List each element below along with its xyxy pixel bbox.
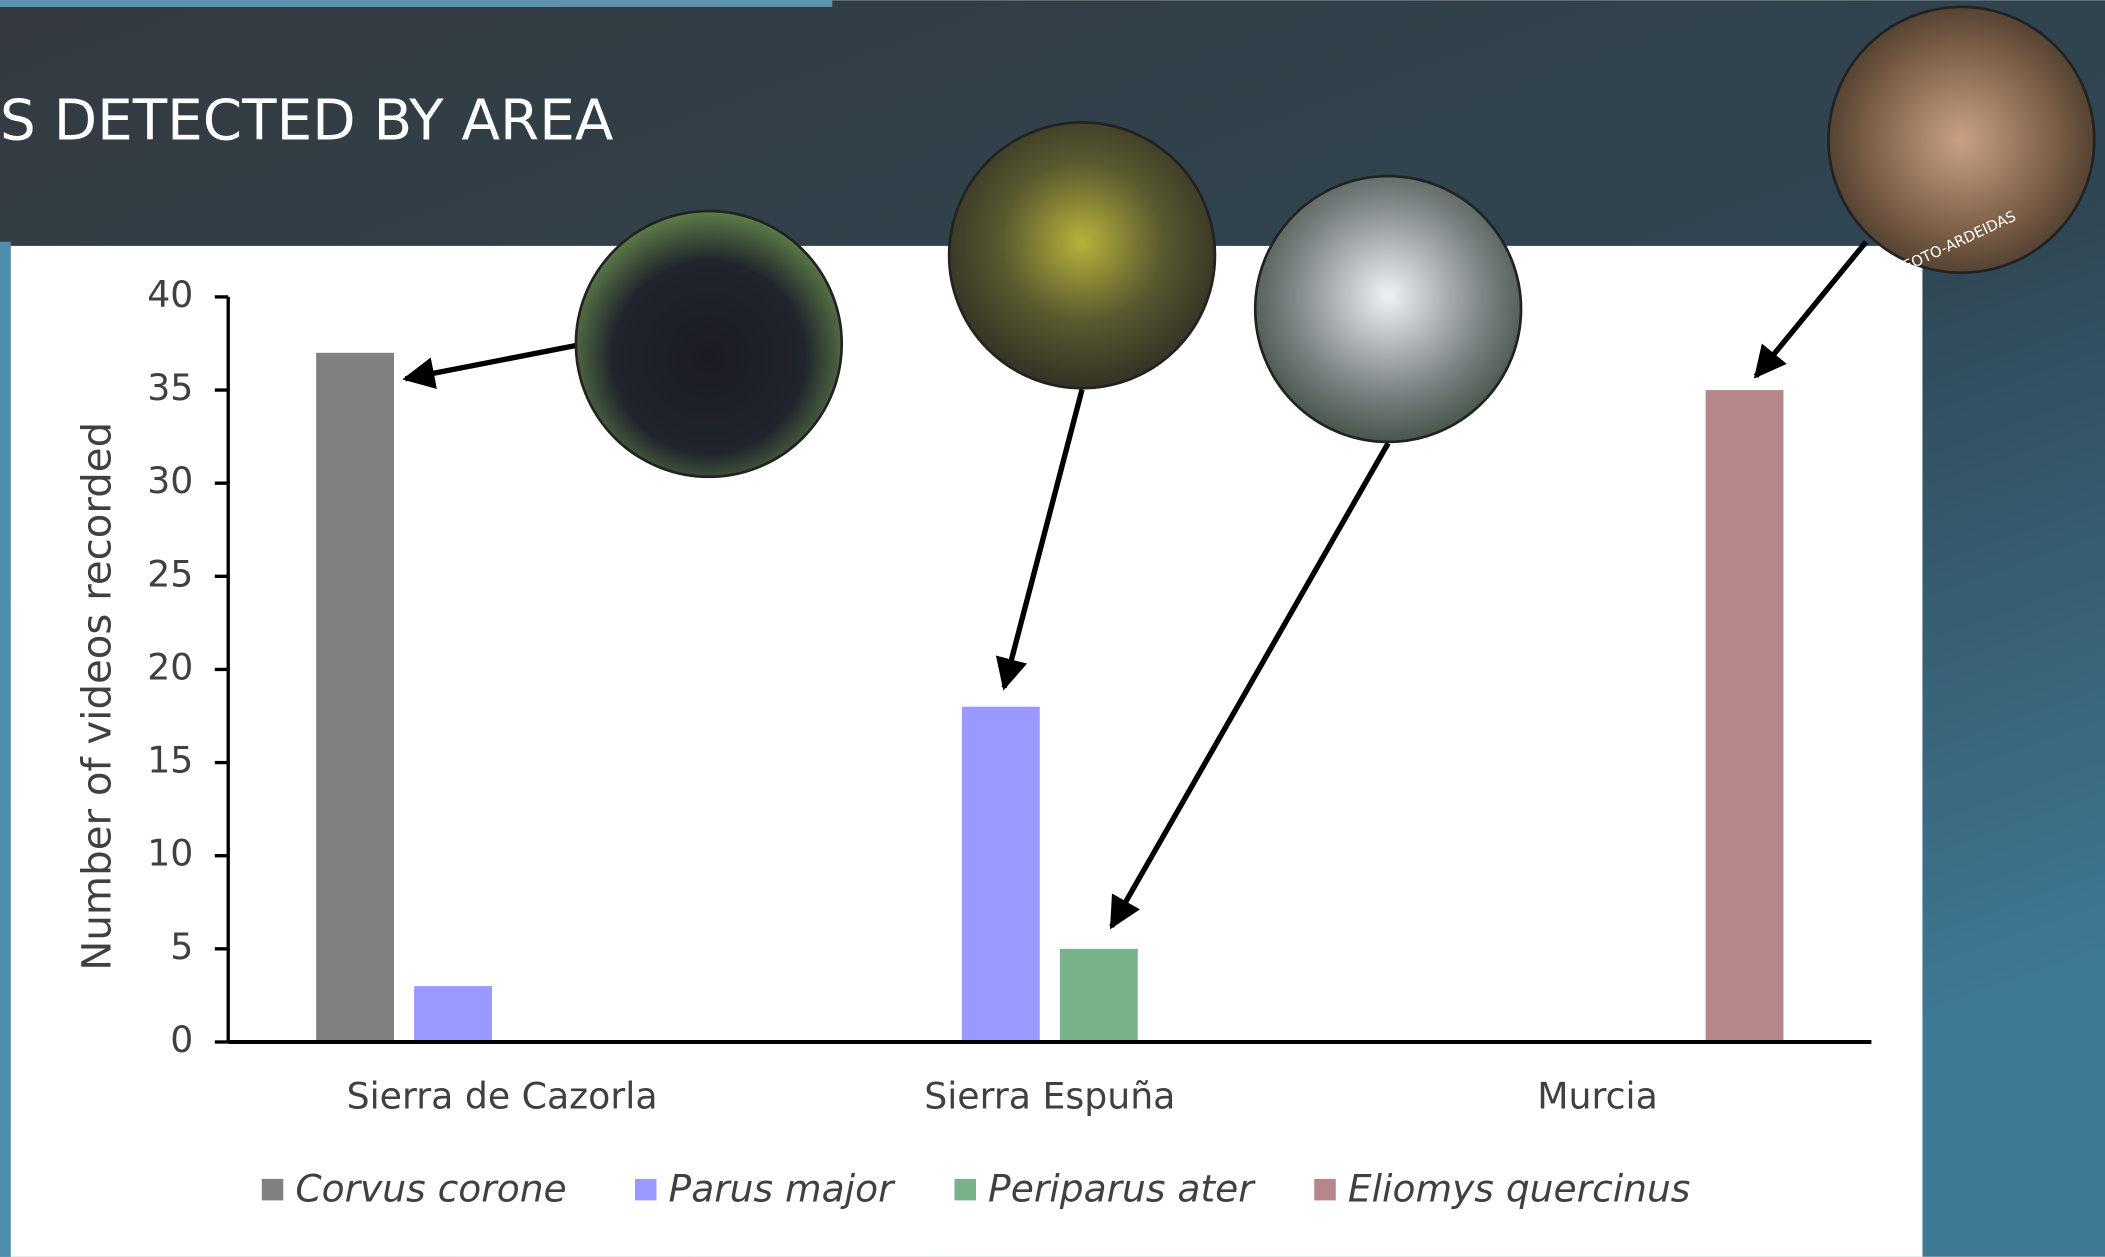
- legend-label: Corvus corone: [295, 1166, 566, 1210]
- y-tick-label: 25: [147, 552, 193, 595]
- y-tick-label: 15: [147, 739, 193, 782]
- y-tick-label: 40: [147, 273, 193, 316]
- x-tick-label: Sierra de Cazorla: [347, 1074, 658, 1117]
- y-tick-label: 35: [147, 366, 193, 409]
- x-tick-label: Murcia: [1537, 1074, 1658, 1117]
- y-tick-label: 0: [170, 1018, 193, 1061]
- y-tick-label: 20: [147, 645, 193, 688]
- legend-label: Periparus ater: [988, 1166, 1256, 1210]
- photo-coal-tit: [1255, 176, 1521, 442]
- legend-label: Eliomys quercinus: [1348, 1166, 1691, 1210]
- y-axis-label: Number of videos recorded: [74, 422, 120, 971]
- y-tick-label: 10: [147, 832, 193, 875]
- photo-crow: [576, 211, 842, 477]
- accent-edge: [0, 242, 11, 1257]
- slide: S DETECTED BY AREA 0 5 10 15 20 25 30 35 40 Numbe…: [0, 0, 2105, 1257]
- bar: [962, 707, 1040, 1042]
- y-tick-label: 5: [170, 925, 193, 968]
- photo-great-tit: [949, 122, 1215, 388]
- accent-bar: [0, 0, 832, 7]
- slide-title: S DETECTED BY AREA: [0, 88, 614, 153]
- x-tick-label: Sierra Espuña: [924, 1074, 1175, 1117]
- legend-swatch: [1314, 1179, 1335, 1200]
- bar: [1706, 390, 1784, 1042]
- legend-label: Parus major: [669, 1166, 897, 1210]
- bar: [1060, 949, 1138, 1042]
- legend-swatch: [635, 1179, 656, 1200]
- legend-swatch: [262, 1179, 283, 1200]
- bar: [414, 986, 492, 1042]
- y-tick-label: 30: [147, 459, 193, 502]
- bar: [316, 353, 394, 1042]
- legend-swatch: [954, 1179, 975, 1200]
